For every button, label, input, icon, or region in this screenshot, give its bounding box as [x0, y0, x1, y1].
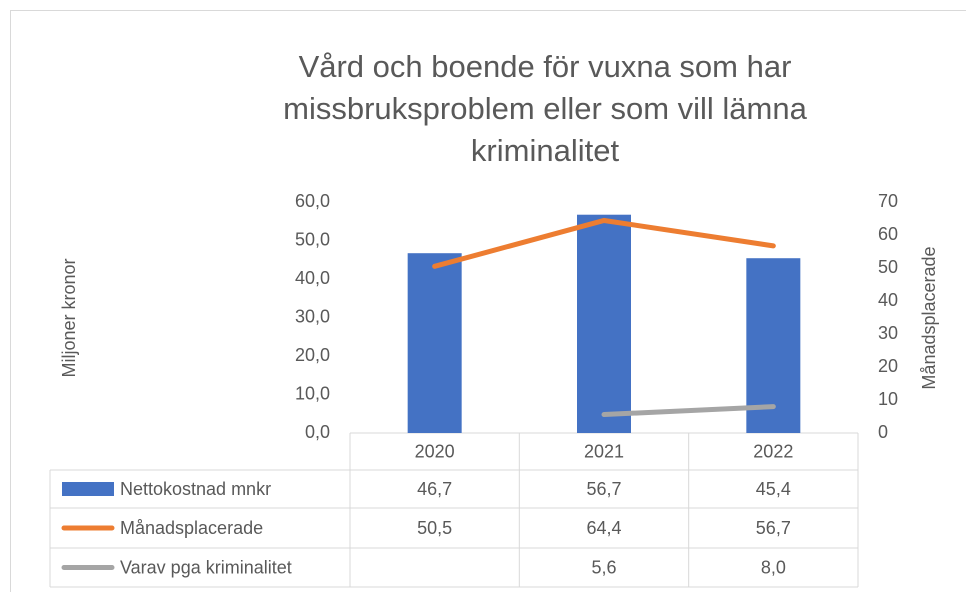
chart-border — [10, 10, 966, 592]
y2-tick-label: 30 — [878, 323, 898, 343]
legend-label: Nettokostnad mnkr — [120, 479, 271, 499]
chart-title: Vård och boende för vuxna som har missbr… — [283, 49, 807, 168]
y2-tick-label: 20 — [878, 356, 898, 376]
y2-tick-label: 60 — [878, 224, 898, 244]
table-value: 56,7 — [586, 479, 621, 499]
bar — [577, 214, 631, 433]
table-value: 5,6 — [591, 557, 616, 577]
y2-tick-label: 70 — [878, 191, 898, 211]
table-value: 45,4 — [756, 479, 791, 499]
table-value: 8,0 — [761, 557, 786, 577]
table-value: 64,4 — [586, 518, 621, 538]
y-tick-label: 40,0 — [295, 268, 330, 288]
legend-label: Varav pga kriminalitet — [120, 557, 292, 577]
legend-key — [62, 482, 114, 496]
table-value: 46,7 — [417, 479, 452, 499]
x-tick-label: 2022 — [753, 441, 793, 461]
line-series — [432, 217, 776, 269]
y-tick-label: 20,0 — [295, 345, 330, 365]
x-tick-label: 2021 — [584, 441, 624, 461]
y-tick-label: 10,0 — [295, 383, 330, 403]
y2-tick-label: 0 — [878, 422, 888, 442]
table-value: 56,7 — [756, 518, 791, 538]
line-series — [601, 404, 776, 418]
bar — [407, 253, 462, 433]
x-tick-label: 2020 — [415, 441, 455, 461]
legend-label: Månadsplacerade — [120, 518, 263, 538]
y-axis-label: Miljoner kronor — [59, 258, 79, 377]
y2-axis-label: Månadsplacerade — [919, 246, 939, 389]
y2-tick-label: 40 — [878, 290, 898, 310]
y-tick-label: 60,0 — [295, 191, 330, 211]
bar — [746, 258, 801, 433]
y2-tick-label: 10 — [878, 389, 898, 409]
table-value: 50,5 — [417, 518, 452, 538]
y2-tick-label: 50 — [878, 257, 898, 277]
y-tick-label: 30,0 — [295, 306, 330, 326]
y-tick-label: 0,0 — [305, 422, 330, 442]
y-tick-label: 50,0 — [295, 229, 330, 249]
